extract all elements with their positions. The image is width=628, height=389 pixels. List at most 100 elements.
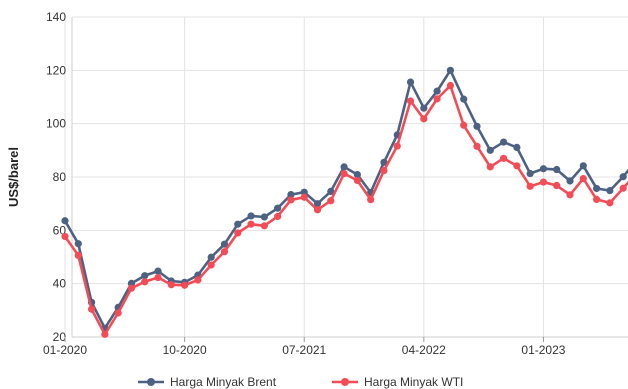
data-point[interactable] [553,181,561,190]
data-point[interactable] [566,177,574,185]
legend-label: Harga Minyak WTI [364,375,463,389]
data-point[interactable] [274,212,282,221]
series-layer [61,66,628,338]
data-point[interactable] [473,122,481,130]
legend-item[interactable]: Harga Minyak WTI [332,375,463,389]
data-point[interactable] [446,66,455,74]
data-point[interactable] [313,206,322,214]
data-point[interactable] [207,253,215,261]
data-point[interactable] [606,187,614,195]
data-point[interactable] [141,278,149,286]
data-point[interactable] [593,184,601,193]
data-point[interactable] [181,281,189,289]
data-point[interactable] [247,212,255,220]
legend-label: Harga Minyak Brent [170,375,277,389]
data-point[interactable] [287,196,295,204]
legend-marker [147,378,155,386]
x-tick-label: 01-2023 [521,343,565,357]
data-point[interactable] [420,104,428,112]
data-point[interactable] [287,191,295,199]
data-point[interactable] [154,273,162,282]
data-point[interactable] [380,167,388,175]
data-point[interactable] [619,173,627,181]
data-point[interactable] [499,154,508,162]
data-point[interactable] [406,97,415,105]
data-point[interactable] [353,171,361,179]
data-point[interactable] [194,276,202,284]
data-point[interactable] [433,87,441,95]
data-point[interactable] [486,146,494,154]
data-point[interactable] [220,240,229,248]
data-point[interactable] [420,115,428,123]
data-point[interactable] [61,232,69,241]
data-point[interactable] [101,330,109,338]
data-point[interactable] [274,204,282,212]
data-point[interactable] [313,200,322,208]
data-point[interactable] [393,142,401,150]
data-point[interactable] [260,213,268,221]
data-point[interactable] [207,261,215,269]
data-point[interactable] [327,197,335,205]
data-point[interactable] [340,163,348,171]
x-axis-ticks: 01-2020 10-2020 07-2021 04-2022 01-2023 [43,337,566,357]
legend-item[interactable]: Harga Minyak Brent [138,375,277,389]
data-point[interactable] [367,196,375,204]
data-point[interactable] [300,188,308,196]
data-point[interactable] [566,191,574,199]
legend[interactable]: Harga Minyak Brent Harga Minyak WTI [138,375,463,389]
data-point[interactable] [499,138,508,146]
y-axis-title: US$/barel [6,147,21,207]
data-point[interactable] [446,81,455,90]
y-tick-label: 80 [53,170,67,184]
grid [64,16,628,338]
y-tick-label: 120 [46,63,66,77]
y-tick-label: 140 [46,10,66,24]
x-tick-label: 10-2020 [163,343,207,357]
data-point[interactable] [234,220,242,228]
data-point[interactable] [486,163,494,171]
data-point[interactable] [526,169,534,178]
data-point[interactable] [593,195,601,203]
data-point[interactable] [460,95,468,103]
data-point[interactable] [619,184,627,192]
data-point[interactable] [513,143,521,151]
data-point[interactable] [579,162,587,170]
data-point[interactable] [61,217,69,225]
series-wti [61,81,628,338]
data-point[interactable] [513,162,521,170]
data-point[interactable] [539,178,548,186]
x-tick-label: 01-2020 [43,343,87,357]
data-point[interactable] [473,142,481,150]
data-point[interactable] [579,175,587,183]
data-point[interactable] [606,199,614,207]
data-point[interactable] [380,158,388,166]
data-point[interactable] [300,193,308,201]
data-point[interactable] [353,176,361,185]
data-point[interactable] [327,187,335,195]
data-point[interactable] [141,272,149,280]
data-point[interactable] [526,182,534,190]
data-point[interactable] [460,121,468,129]
data-point[interactable] [87,305,96,313]
data-point[interactable] [114,309,122,317]
data-point[interactable] [74,251,82,259]
x-tick-label: 04-2022 [402,343,446,357]
data-point[interactable] [127,284,136,292]
legend-marker [341,378,349,386]
data-point[interactable] [433,95,441,103]
y-tick-label: 40 [53,277,67,291]
y-tick-label: 20 [53,330,67,344]
data-point[interactable] [553,165,561,174]
data-point[interactable] [247,220,255,228]
data-point[interactable] [167,281,175,289]
y-tick-label: 100 [46,117,66,131]
data-point[interactable] [406,78,415,86]
data-point[interactable] [234,229,242,237]
data-point[interactable] [539,165,548,173]
data-point[interactable] [74,240,82,248]
data-point[interactable] [154,267,162,275]
data-point[interactable] [340,169,348,178]
data-point[interactable] [260,222,268,230]
data-point[interactable] [220,248,229,256]
